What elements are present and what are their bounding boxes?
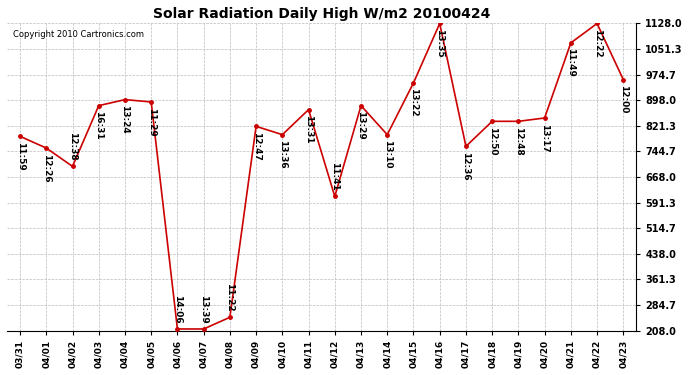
- Text: 11:29: 11:29: [147, 108, 156, 136]
- Text: 11:41: 11:41: [331, 162, 339, 191]
- Text: 12:50: 12:50: [488, 127, 497, 155]
- Text: 13:29: 13:29: [357, 111, 366, 140]
- Text: 12:47: 12:47: [252, 132, 261, 161]
- Title: Solar Radiation Daily High W/m2 20100424: Solar Radiation Daily High W/m2 20100424: [153, 7, 491, 21]
- Text: 13:36: 13:36: [278, 140, 287, 169]
- Text: 13:31: 13:31: [304, 115, 313, 144]
- Text: 11:49: 11:49: [566, 48, 575, 77]
- Text: 13:39: 13:39: [199, 295, 208, 323]
- Text: 12:00: 12:00: [619, 85, 628, 114]
- Text: 13:35: 13:35: [435, 29, 444, 58]
- Text: Copyright 2010 Cartronics.com: Copyright 2010 Cartronics.com: [13, 30, 144, 39]
- Text: 16:31: 16:31: [95, 111, 103, 140]
- Text: 13:22: 13:22: [409, 88, 418, 117]
- Text: 13:17: 13:17: [540, 123, 549, 152]
- Text: 12:38: 12:38: [68, 132, 77, 161]
- Text: 11:22: 11:22: [226, 283, 235, 312]
- Text: 13:24: 13:24: [121, 105, 130, 134]
- Text: 11:59: 11:59: [16, 142, 25, 171]
- Text: 12:36: 12:36: [462, 152, 471, 180]
- Text: 13:10: 13:10: [383, 140, 392, 169]
- Text: 12:48: 12:48: [514, 127, 523, 156]
- Text: 14:06: 14:06: [173, 295, 182, 323]
- Text: 12:26: 12:26: [42, 154, 51, 182]
- Text: 12:22: 12:22: [593, 29, 602, 58]
